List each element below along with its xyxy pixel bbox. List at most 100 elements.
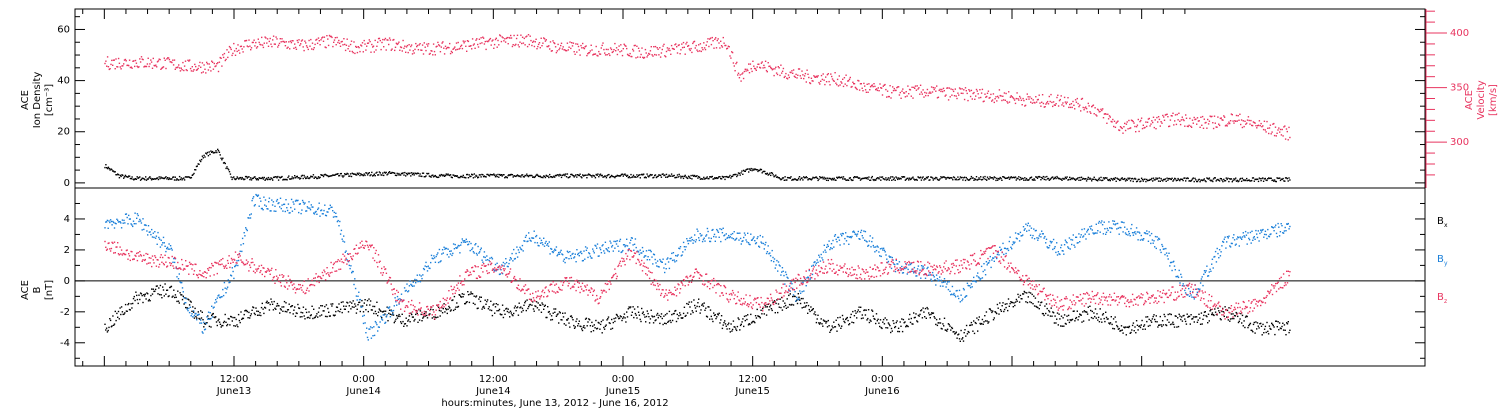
velocity-point [276,38,277,39]
velocity-point [877,90,878,91]
velocity-point [477,44,478,45]
b-bx-point [723,324,724,325]
bottom-panel-points [75,194,1425,342]
velocity-point [917,85,918,86]
velocity-point [629,53,630,54]
b-bx-point [223,322,224,323]
b-bx-point [941,328,942,329]
velocity-point [763,65,764,66]
b-by-point [533,238,534,239]
b-bx-point [855,313,856,314]
velocity-point [720,41,721,42]
b-bx-point [1054,315,1055,316]
velocity-point [1239,114,1240,115]
velocity-point [141,56,142,57]
b-bx-point [328,312,329,313]
b-bx-point [158,287,159,288]
b-bx-point [480,301,481,302]
b-bx-point [966,325,967,326]
b-bx-point [491,310,492,311]
density-point [737,174,738,175]
b-bx-point [1154,319,1155,320]
density-point [502,175,503,176]
velocity-point [496,38,497,39]
b-bx-point [176,297,177,298]
velocity-point [449,43,450,44]
velocity-point [133,60,134,61]
velocity-point [1227,125,1228,126]
b-by-point [397,296,398,297]
velocity-point [1005,100,1006,101]
b-by-point [236,260,237,261]
b-by-point [415,282,416,283]
velocity-point [1158,116,1159,117]
velocity-point [973,92,974,93]
b-bx-point [817,318,818,319]
b-bx-point [139,299,140,300]
b-bx-point [744,316,745,317]
b-bx-point [202,312,203,313]
density-point [1177,180,1178,181]
velocity-point [413,50,414,51]
velocity-point [358,47,359,48]
b-by-point [586,250,587,251]
velocity-point [119,63,120,64]
b-by-point [183,297,184,298]
b-by-point [203,322,204,323]
velocity-point [280,38,281,39]
b-bx-point [144,295,145,296]
b-by-point [243,243,244,244]
b-bx-point [316,313,317,314]
b-by-point [648,250,649,251]
b-by-point [438,262,439,263]
velocity-point [1127,128,1128,129]
b-by-point [425,265,426,266]
b-bx-point [168,295,169,296]
density-point [622,174,623,175]
velocity-point [590,50,591,51]
velocity-point [1286,128,1287,129]
velocity-point [519,42,520,43]
velocity-point [519,46,520,47]
b-by-point [258,195,259,196]
velocity-point [331,37,332,38]
density-point [912,177,913,178]
density-point [1231,178,1232,179]
velocity-point [1151,120,1152,121]
b-bx-point [481,308,482,309]
velocity-point [1074,108,1075,109]
b-bx-point [975,323,976,324]
b-bx-point [754,322,755,323]
velocity-point [1156,117,1157,118]
b-by-point [617,246,618,247]
b-bx-point [178,301,179,302]
b-by-point [262,209,263,210]
b-bx-point [1066,323,1067,324]
b-bx-point [1051,316,1052,317]
velocity-point [1199,120,1200,121]
b-bx-point [278,305,279,306]
b-by-point [456,248,457,249]
velocity-point [750,63,751,64]
b-bx-point [1139,325,1140,326]
velocity-point [291,42,292,43]
b-by-point [300,213,301,214]
density-point [975,179,976,180]
velocity-point [981,92,982,93]
density-point [852,180,853,181]
velocity-point [696,45,697,46]
density-point [410,175,411,176]
density-point [1226,177,1227,178]
density-point [971,176,972,177]
b-bx-point [315,315,316,316]
b-bx-point [200,310,201,311]
density-point [387,173,388,174]
b-bx-point [483,306,484,307]
density-point [651,174,652,175]
b-bx-point [263,313,264,314]
b-bx-point [194,308,195,309]
b-by-point [366,328,367,329]
b-by-point [164,242,165,243]
velocity-point [278,45,279,46]
density-point [610,176,611,177]
